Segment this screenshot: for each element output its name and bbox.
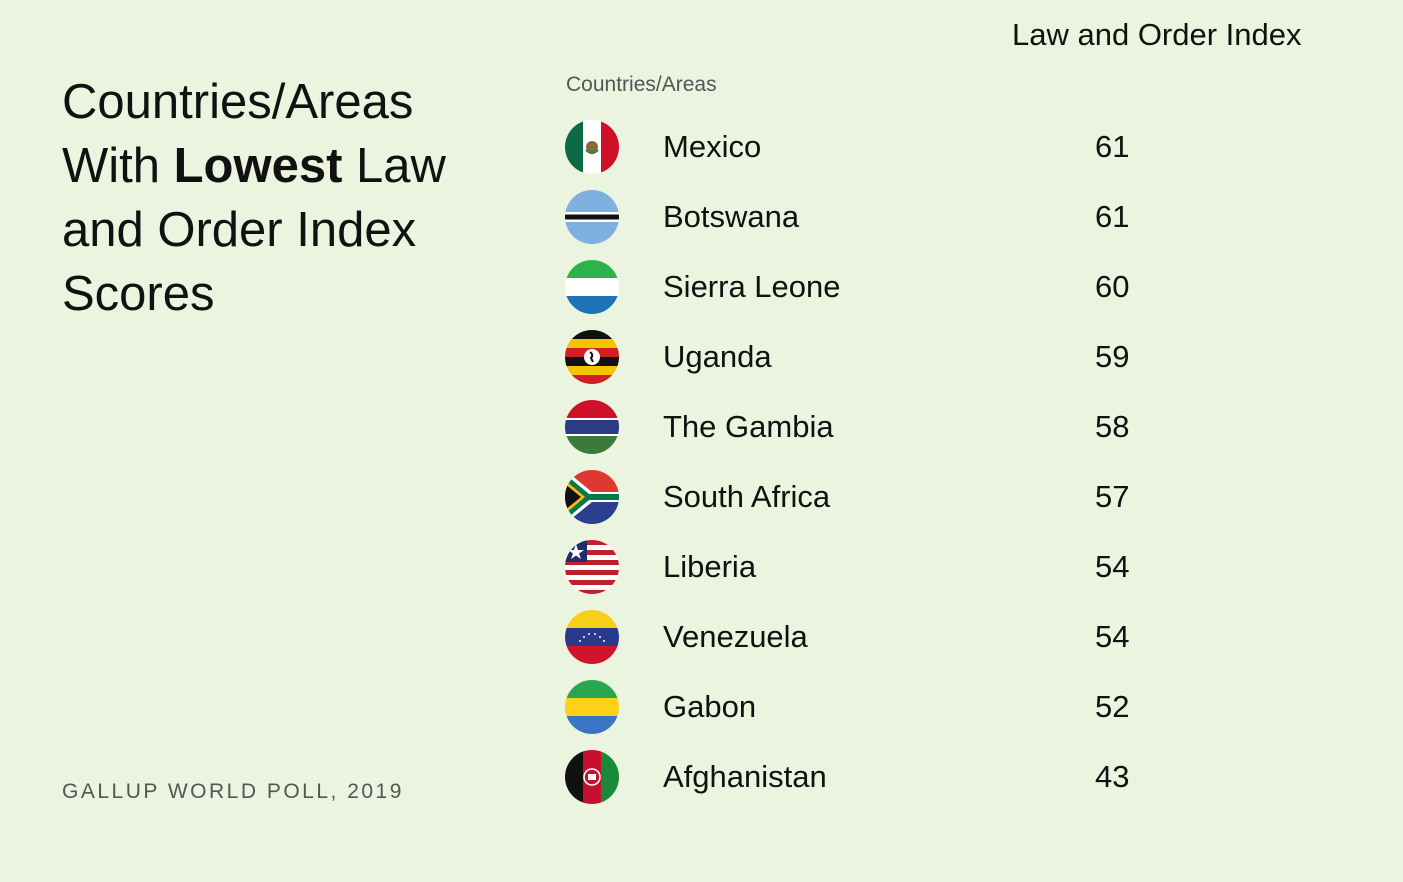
index-value: 54: [1095, 549, 1130, 584]
venezuela-flag-icon: [565, 610, 619, 664]
column-header-value: Law and Order Index: [1012, 17, 1302, 52]
country-name: Uganda: [663, 339, 772, 374]
botswana-flag-icon: [565, 190, 619, 244]
title-line-2-bold: Lowest: [173, 139, 343, 193]
country-name: Afghanistan: [663, 759, 827, 794]
index-value: 57: [1095, 479, 1130, 514]
gabon-flag-icon: [565, 680, 619, 734]
mexico-flag-icon: [565, 120, 619, 174]
country-name: Gabon: [663, 689, 757, 724]
index-value: 52: [1095, 689, 1130, 724]
liberia-flag-icon: [565, 540, 619, 594]
uganda-flag-icon: [565, 330, 619, 384]
index-value: 61: [1095, 199, 1130, 234]
title-line-2-post: Law: [342, 139, 446, 193]
table-row: Sierra Leone 60: [565, 252, 1265, 322]
country-name: Sierra Leone: [663, 269, 841, 304]
title-line-1: Countries/Areas: [62, 75, 414, 129]
sierra-leone-flag-icon: [565, 260, 619, 314]
country-name: Botswana: [663, 199, 800, 234]
column-header-country: Countries/Areas: [566, 73, 717, 96]
table-row: Afghanistan 43: [565, 742, 1265, 812]
country-name: South Africa: [663, 479, 831, 514]
country-name: Venezuela: [663, 619, 808, 654]
index-value: 59: [1095, 339, 1130, 374]
gambia-flag-icon: [565, 400, 619, 454]
source-note: GALLUP WORLD POLL, 2019: [62, 780, 404, 803]
table-row: Venezuela 54: [565, 602, 1265, 672]
table-body: Mexico 61 Botswana 61 Sierra Leone 60: [565, 112, 1265, 812]
index-value: 61: [1095, 129, 1130, 164]
south-africa-flag-icon: [565, 470, 619, 524]
title-line-4: Scores: [62, 267, 215, 321]
title-line-3: and Order Index: [62, 203, 417, 257]
title-line-2-pre: With: [62, 139, 174, 193]
country-name: Mexico: [663, 129, 762, 164]
table-row: The Gambia 58: [565, 392, 1265, 462]
index-value: 43: [1095, 759, 1130, 794]
country-name: The Gambia: [663, 409, 834, 444]
table-row: Gabon 52: [565, 672, 1265, 742]
country-name: Liberia: [663, 549, 757, 584]
afghanistan-flag-icon: [565, 750, 619, 804]
table-row: Botswana 61: [565, 182, 1265, 252]
table-row: Mexico 61: [565, 112, 1265, 182]
index-value: 60: [1095, 269, 1130, 304]
table-row: South Africa 57: [565, 462, 1265, 532]
index-value: 54: [1095, 619, 1130, 654]
index-value: 58: [1095, 409, 1130, 444]
table-row: Uganda 59: [565, 322, 1265, 392]
chart-title: Countries/Areas With Lowest Law and Orde…: [62, 70, 502, 326]
table-row: Liberia 54: [565, 532, 1265, 602]
